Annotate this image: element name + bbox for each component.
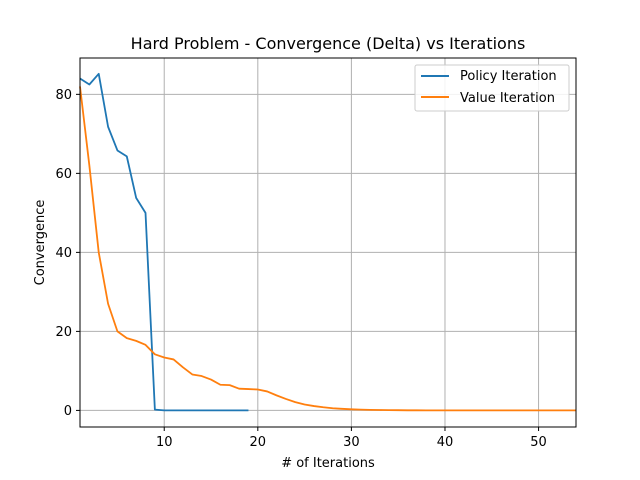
series-line-value-iteration [79,86,576,412]
y-axis-label: Convergence [33,200,48,286]
legend-label-value-iteration: Value Iteration [460,91,555,106]
legend-label-policy-iteration: Policy Iteration [460,69,557,84]
y-tick-label: 80 [55,88,72,103]
x-tick-label: 20 [250,435,267,450]
legend-box [414,64,570,112]
plot-frame [79,57,577,428]
x-tick-label: 30 [343,435,360,450]
y-tick-label: 0 [64,404,72,419]
chart-title: Hard Problem - Convergence (Delta) vs It… [131,34,526,53]
x-tick-label: 10 [156,435,173,450]
legend: Policy Iteration Value Iteration [414,64,570,112]
axis-ticks: 10 20 30 40 50 0 20 40 60 80 [55,88,546,450]
y-tick-label: 20 [55,325,72,340]
y-tick-label: 40 [55,246,72,261]
y-tick-label: 60 [55,167,72,182]
series-lines [79,72,576,412]
x-tick-label: 50 [530,435,547,450]
x-tick-label: 40 [437,435,454,450]
x-axis-label: # of Iterations [281,456,375,471]
series-line-policy-iteration [79,72,249,412]
